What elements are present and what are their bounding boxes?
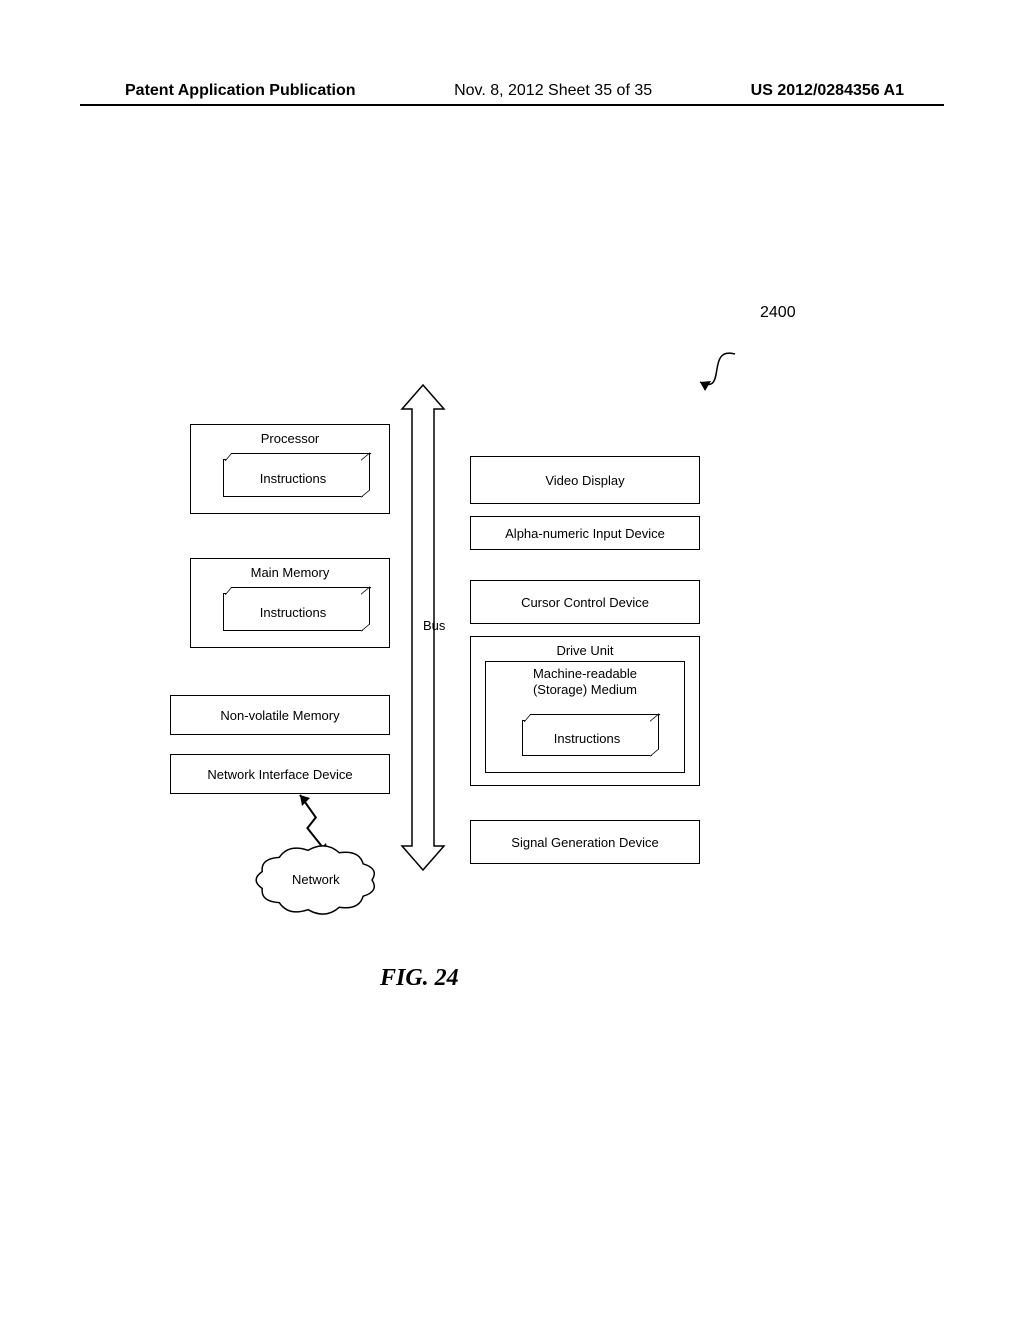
- nonvolatile-memory-label: Non-volatile Memory: [220, 708, 339, 723]
- header-left: Patent Application Publication: [125, 82, 356, 100]
- header-right: US 2012/0284356 A1: [751, 82, 904, 100]
- processor-instructions: Instructions: [260, 471, 326, 486]
- main-memory-title: Main Memory: [251, 565, 330, 580]
- drive-unit-box: Drive Unit Machine-readable (Storage) Me…: [470, 636, 700, 786]
- diagram: 2400 Bus Processor Instructions Main Mem…: [170, 300, 730, 940]
- nonvolatile-memory-box: Non-volatile Memory: [170, 695, 390, 735]
- main-memory-box: Main Memory Instructions: [190, 558, 390, 648]
- cursor-control-label: Cursor Control Device: [521, 595, 649, 610]
- page-header: Patent Application Publication Nov. 8, 2…: [0, 82, 1024, 100]
- processor-title: Processor: [261, 431, 320, 446]
- header-center: Nov. 8, 2012 Sheet 35 of 35: [454, 82, 652, 100]
- storage-medium-box: Machine-readable (Storage) Medium Instru…: [485, 661, 685, 773]
- main-memory-instructions-box: Instructions: [223, 593, 363, 631]
- drive-instructions-box: Instructions: [522, 720, 652, 756]
- figure-caption: FIG. 24: [380, 965, 459, 992]
- header-rule: [80, 104, 944, 106]
- main-memory-instructions: Instructions: [260, 605, 326, 620]
- network-interface-box: Network Interface Device: [170, 754, 390, 794]
- processor-box: Processor Instructions: [190, 424, 390, 514]
- drive-instructions-label: Instructions: [554, 731, 620, 746]
- signal-generation-box: Signal Generation Device: [470, 820, 700, 864]
- storage-medium-label: Machine-readable (Storage) Medium: [533, 666, 637, 699]
- signal-generation-label: Signal Generation Device: [511, 835, 658, 850]
- network-interface-label: Network Interface Device: [207, 767, 352, 782]
- alpha-numeric-box: Alpha-numeric Input Device: [470, 516, 700, 550]
- bus-label: Bus: [423, 618, 445, 633]
- video-display-box: Video Display: [470, 456, 700, 504]
- processor-instructions-box: Instructions: [223, 459, 363, 497]
- alpha-numeric-label: Alpha-numeric Input Device: [505, 526, 665, 541]
- drive-unit-title: Drive Unit: [556, 643, 613, 658]
- cursor-control-box: Cursor Control Device: [470, 580, 700, 624]
- video-display-label: Video Display: [545, 473, 624, 488]
- network-cloud-label: Network: [292, 872, 340, 887]
